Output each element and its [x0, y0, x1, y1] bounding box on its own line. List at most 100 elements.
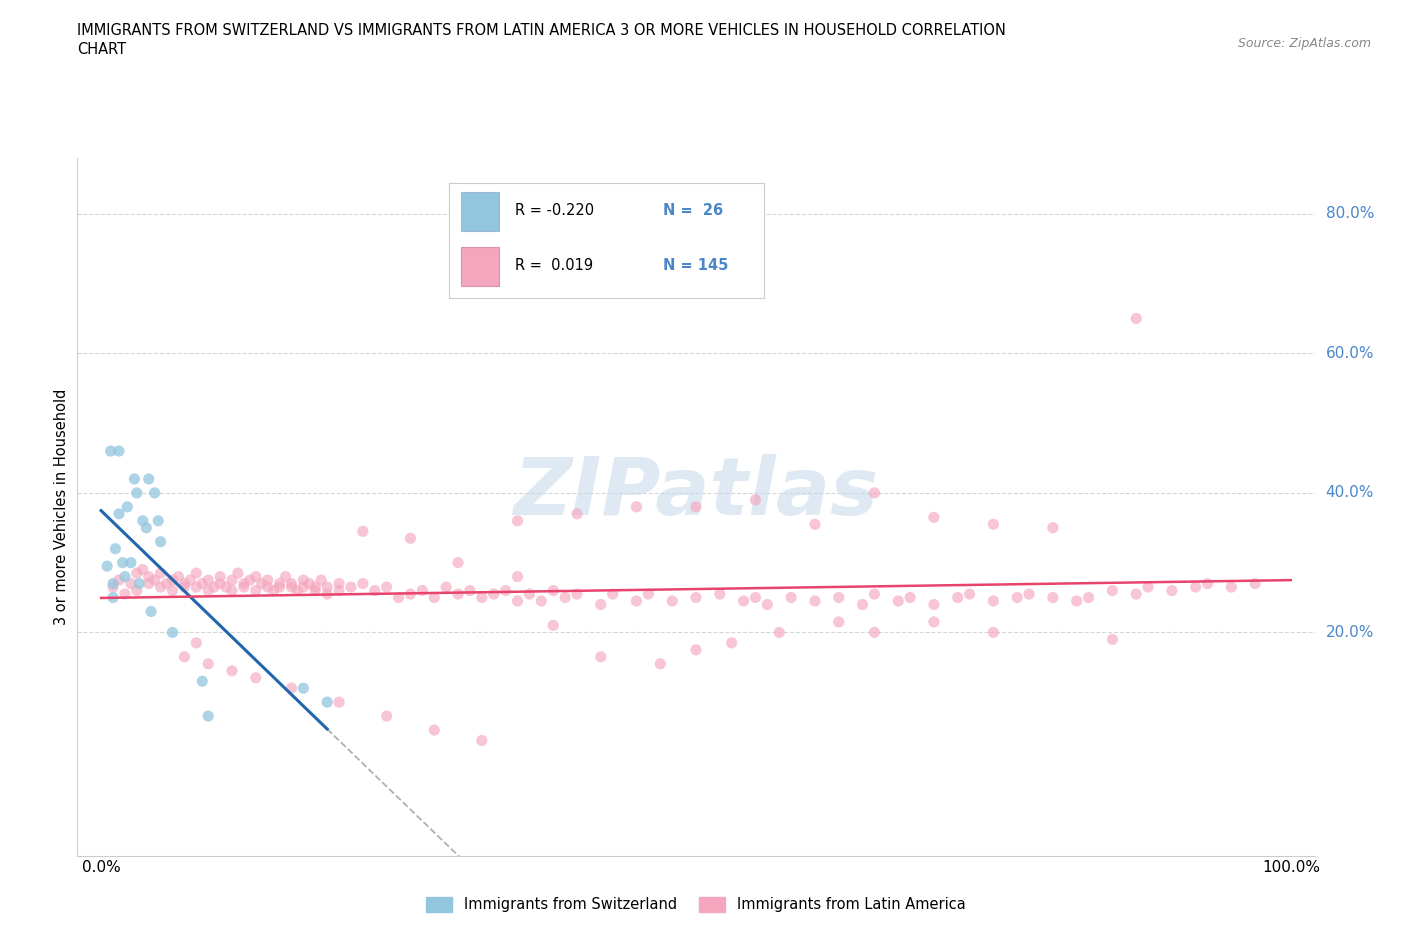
Point: [447, 555, 470, 570]
Point: [541, 583, 564, 598]
Point: [983, 593, 1005, 608]
Text: IMMIGRANTS FROM SWITZERLAND VS IMMIGRANTS FROM LATIN AMERICA 3 OR MORE VEHICLES : IMMIGRANTS FROM SWITZERLAND VS IMMIGRANT…: [77, 23, 1007, 38]
Point: [197, 657, 219, 671]
Point: [922, 615, 945, 630]
Point: [101, 579, 124, 594]
Point: [364, 583, 387, 598]
Point: [149, 579, 172, 594]
Point: [239, 573, 262, 588]
Point: [197, 709, 219, 724]
Point: [316, 695, 339, 710]
Point: [197, 583, 219, 598]
Point: [111, 555, 134, 570]
Point: [250, 576, 273, 591]
Point: [983, 625, 1005, 640]
Point: [132, 513, 155, 528]
Point: [143, 485, 166, 500]
Point: [256, 573, 278, 588]
Point: [167, 569, 190, 584]
Point: [197, 573, 219, 588]
Point: [922, 510, 945, 525]
Point: [191, 576, 214, 591]
Point: [1042, 591, 1064, 605]
Point: [149, 534, 172, 549]
Point: [530, 593, 553, 608]
Point: [202, 579, 225, 594]
Point: [447, 587, 470, 602]
Point: [328, 583, 350, 598]
Point: [1125, 311, 1147, 326]
Point: [280, 681, 302, 696]
Point: [887, 593, 910, 608]
Point: [1197, 576, 1219, 591]
Point: [423, 591, 446, 605]
Point: [898, 591, 921, 605]
Point: [100, 444, 122, 458]
Point: [108, 444, 131, 458]
Point: [148, 513, 170, 528]
Point: [780, 591, 803, 605]
Point: [399, 531, 422, 546]
Point: [280, 576, 302, 591]
Point: [602, 587, 624, 602]
Point: [589, 649, 612, 664]
Point: [1005, 591, 1028, 605]
Point: [221, 583, 243, 598]
Point: [506, 593, 529, 608]
Point: [565, 506, 588, 521]
Point: [232, 579, 254, 594]
Point: [108, 506, 131, 521]
Point: [423, 723, 446, 737]
Point: [173, 649, 195, 664]
Point: [685, 591, 707, 605]
Point: [173, 579, 195, 594]
Point: [101, 591, 124, 605]
Point: [626, 593, 648, 608]
Point: [399, 587, 422, 602]
Point: [506, 513, 529, 528]
Point: [863, 625, 886, 640]
Point: [292, 681, 315, 696]
Point: [135, 521, 157, 536]
Text: ZIPatlas: ZIPatlas: [513, 454, 879, 532]
Point: [1101, 632, 1123, 647]
Point: [458, 583, 481, 598]
Point: [125, 583, 148, 598]
Point: [263, 583, 285, 598]
Point: [143, 573, 166, 588]
Point: [946, 591, 969, 605]
Point: [173, 576, 195, 591]
Text: CHART: CHART: [77, 42, 127, 57]
Point: [162, 573, 184, 588]
Point: [661, 593, 683, 608]
Point: [352, 524, 374, 538]
Point: [108, 573, 131, 588]
Point: [125, 485, 148, 500]
Point: [245, 583, 267, 598]
Point: [304, 579, 326, 594]
Point: [128, 576, 150, 591]
Point: [114, 587, 136, 602]
Point: [863, 485, 886, 500]
Point: [482, 587, 505, 602]
Point: [375, 579, 398, 594]
Point: [215, 579, 238, 594]
Point: [1220, 579, 1243, 594]
Point: [120, 555, 142, 570]
Point: [650, 657, 672, 671]
Point: [804, 517, 827, 532]
Point: [733, 593, 755, 608]
Point: [186, 635, 208, 650]
Point: [709, 587, 731, 602]
Point: [375, 709, 398, 724]
Point: [959, 587, 981, 602]
Point: [471, 591, 494, 605]
Point: [101, 576, 124, 591]
Point: [138, 472, 160, 486]
Point: [1101, 583, 1123, 598]
Point: [519, 587, 541, 602]
Point: [434, 579, 457, 594]
Point: [685, 643, 707, 658]
Point: [352, 576, 374, 591]
Text: 40.0%: 40.0%: [1326, 485, 1374, 500]
